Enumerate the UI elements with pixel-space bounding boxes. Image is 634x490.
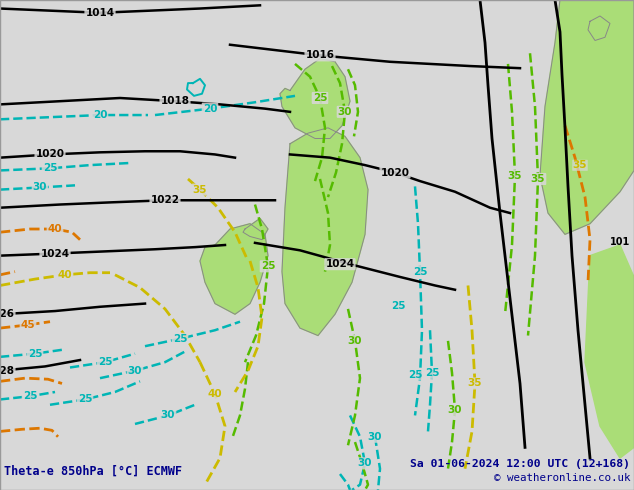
Polygon shape: [585, 245, 634, 458]
Text: 35: 35: [508, 171, 522, 181]
Text: 30: 30: [338, 107, 353, 117]
Text: 1024: 1024: [325, 259, 354, 269]
Text: 45: 45: [21, 320, 36, 330]
Polygon shape: [243, 219, 268, 240]
Text: Sa 01-06-2024 12:00 UTC (12+168): Sa 01-06-2024 12:00 UTC (12+168): [410, 459, 630, 468]
Text: 30: 30: [358, 458, 372, 468]
Text: 30: 30: [33, 182, 48, 193]
Text: 30: 30: [448, 405, 462, 415]
Polygon shape: [280, 59, 350, 139]
Text: 25: 25: [98, 357, 112, 367]
Text: 1024: 1024: [41, 248, 70, 259]
Text: 25: 25: [172, 334, 187, 344]
Polygon shape: [282, 128, 368, 336]
Text: 20: 20: [93, 110, 107, 120]
Text: 1014: 1014: [86, 8, 115, 18]
Text: 25: 25: [23, 391, 37, 401]
Text: 1026: 1026: [0, 309, 15, 319]
Text: 40: 40: [58, 270, 72, 280]
Text: 25: 25: [261, 261, 275, 271]
Text: 1018: 1018: [160, 96, 190, 106]
Text: 25: 25: [391, 301, 405, 311]
Text: 25: 25: [28, 349, 42, 359]
Text: 20: 20: [203, 104, 217, 114]
Text: Theta-e 850hPa [°C] ECMWF: Theta-e 850hPa [°C] ECMWF: [4, 465, 182, 478]
Polygon shape: [540, 0, 634, 234]
Text: © weatheronline.co.uk: © weatheronline.co.uk: [493, 473, 630, 484]
Text: 1020: 1020: [380, 168, 410, 177]
Text: 1016: 1016: [306, 50, 335, 60]
Text: 30: 30: [348, 336, 362, 346]
Text: 35: 35: [573, 160, 587, 171]
Text: 1028: 1028: [0, 366, 15, 376]
Text: 40: 40: [208, 389, 223, 399]
Polygon shape: [200, 224, 268, 314]
Text: 35: 35: [531, 174, 545, 184]
Text: 35: 35: [193, 185, 207, 195]
Text: 30: 30: [368, 432, 382, 442]
Text: 25: 25: [413, 267, 427, 277]
Text: 25: 25: [78, 394, 93, 404]
Text: 25: 25: [425, 368, 439, 378]
Text: 40: 40: [48, 224, 62, 234]
Text: 1022: 1022: [150, 195, 179, 205]
Text: 25: 25: [313, 93, 327, 103]
Text: 1020: 1020: [36, 149, 65, 159]
Text: 25: 25: [408, 370, 422, 380]
Text: 101: 101: [610, 237, 630, 247]
Text: 25: 25: [42, 163, 57, 173]
Text: 35: 35: [468, 378, 482, 389]
Text: 30: 30: [127, 366, 142, 376]
Text: 30: 30: [161, 411, 175, 420]
